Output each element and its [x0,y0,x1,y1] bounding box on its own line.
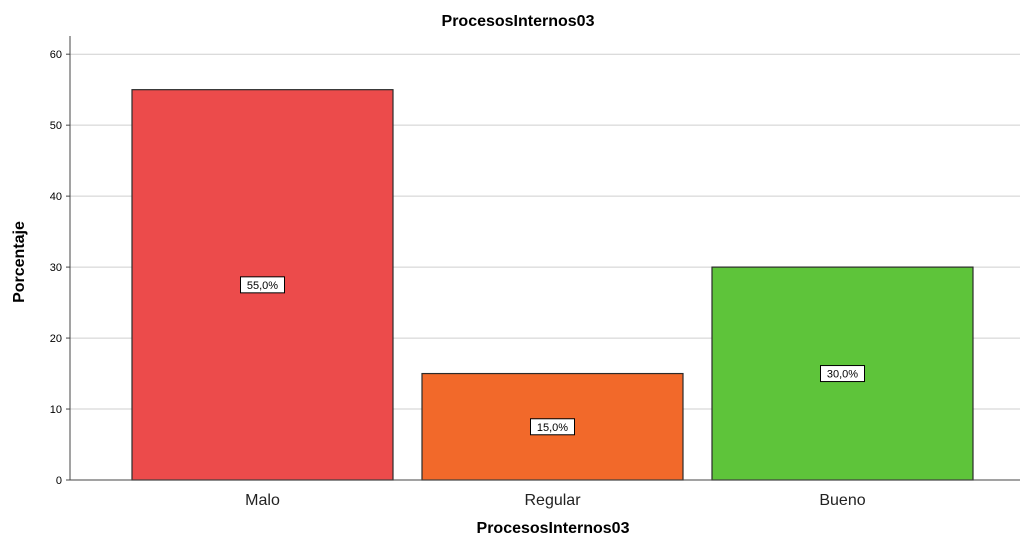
y-tick-label: 20 [50,333,62,345]
data-label-box [820,365,865,383]
chart-title: ProcesosInternos03 [442,13,595,30]
y-tick-label: 40 [50,191,62,203]
x-tick-labels: Malo Regular Bueno [245,492,866,509]
y-tick-label: 0 [56,475,62,487]
y-tick-label: 30 [50,262,62,274]
y-axis-title: Porcentaje [11,221,28,303]
y-tick-label: 50 [50,120,62,132]
x-tick-label-bueno: Bueno [819,492,865,509]
data-label-malo: 55,0% [247,280,278,292]
y-tick-label: 10 [50,404,62,416]
data-label-regular: 15,0% [537,422,568,434]
bars [131,89,974,481]
x-tick-label-regular: Regular [524,492,581,509]
data-labels: 55,0% 15,0% 30,0% [240,276,865,436]
y-tick-labels: 0 10 20 30 40 50 60 [50,49,70,487]
data-label-box [240,276,285,294]
y-tick-label: 60 [50,49,62,61]
data-label-box [530,418,575,436]
data-label-bueno: 30,0% [827,369,858,381]
x-tick-label-malo: Malo [245,492,280,509]
x-axis-title: ProcesosInternos03 [477,520,630,537]
